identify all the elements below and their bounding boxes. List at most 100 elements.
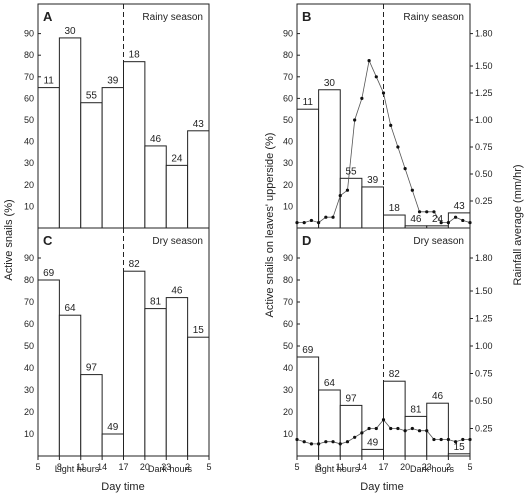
x-axis-title-left: Day time <box>101 481 144 493</box>
panel-b-rainfall-point <box>432 210 436 214</box>
panel-d-rainfall-point <box>374 426 378 431</box>
panel-d-x-tick-label: 8 <box>316 462 321 472</box>
panel-d-rainfall-point <box>367 426 371 431</box>
left-y-axis-title: Active snails (%) <box>3 199 15 280</box>
panel-b-y-tick-label: 60 <box>283 93 293 103</box>
panel-a-y-tick-label: 10 <box>24 201 34 211</box>
panel-a-bar <box>165 164 189 229</box>
panel-d-rainfall-point <box>317 442 321 446</box>
panel-a-bar-label: 46 <box>150 134 162 145</box>
panel-d-bar-label: 15 <box>454 442 466 453</box>
panel-c-bar <box>123 270 146 457</box>
panel-b-rainfall-point <box>417 210 422 214</box>
panel-b-rainfall-point <box>381 91 386 95</box>
panel-c-letter: C <box>43 233 53 248</box>
panel-c-x-tick-label: 20 <box>140 462 150 472</box>
panel-d-x-tick-label: 5 <box>467 462 472 472</box>
panel-d-season-label: Dry season <box>413 236 464 247</box>
panel-b-bar-label: 55 <box>346 166 358 177</box>
panel-c-bar-label: 97 <box>86 363 98 374</box>
panel-b-bar-label: 30 <box>324 78 336 89</box>
panel-b-rainfall-point <box>360 96 364 100</box>
panel-d-y-tick-label: 10 <box>283 429 293 439</box>
panel-d-rainfall-point <box>324 440 328 444</box>
panel-d-rainfall-point <box>353 435 357 439</box>
panel-c-x-tick-label: 8 <box>57 462 62 472</box>
panel-d-rainfall-point <box>360 431 364 435</box>
panel-b-bar-label: 24 <box>432 214 444 225</box>
panel-b-y-tick-label: 70 <box>283 72 293 82</box>
panel-b-bar-label: 11 <box>303 97 314 108</box>
dark-hours-label-left: Dark hours <box>148 464 193 474</box>
panel-c-bar-label: 64 <box>65 303 77 314</box>
panel-a-bar <box>37 87 60 229</box>
panel-c-bar-label: 81 <box>150 297 162 308</box>
panel-d-rainfall-point <box>381 418 386 422</box>
panel-d-y-tick-label: 30 <box>283 385 293 395</box>
panel-d-rainfall-point <box>396 426 400 431</box>
panel-d-rainfall-point <box>410 426 414 431</box>
panel-d-rainfall-point <box>309 442 314 446</box>
panel-d-rain-tick-label: 0.50 <box>475 396 493 406</box>
panel-d-rainfall-point <box>302 440 306 444</box>
panel-b-y-tick-label: 80 <box>283 50 293 60</box>
dark-hours-label-right: Dark hours <box>410 464 455 474</box>
panel-d-bar <box>361 448 384 457</box>
panel-b-bar <box>383 214 406 229</box>
panel-b-bar <box>361 186 384 229</box>
panel-a-bar-label: 55 <box>86 91 98 102</box>
panel-d-x-tick-label: 20 <box>400 462 410 472</box>
panel-d-rainfall-point <box>453 440 458 444</box>
panel-d-rainfall-point <box>295 437 299 442</box>
panel-d-x-tick-label: 5 <box>294 462 299 472</box>
panel-c-bar-label: 46 <box>171 286 183 297</box>
panel-d-bar-label: 49 <box>367 437 379 448</box>
panel-d-bar <box>339 404 363 457</box>
panel-a-bar <box>101 87 124 229</box>
panel-b-rainfall-point <box>331 215 335 219</box>
panel-a-bar <box>144 145 167 229</box>
panel-b-bar <box>339 177 363 229</box>
panel-a-y-tick-label: 20 <box>24 180 34 190</box>
panel-c-x-tick-label: 23 <box>161 462 171 472</box>
panel-d-bar-label: 46 <box>432 391 444 402</box>
panel-a-bar <box>58 37 82 229</box>
panel-a-bar-label: 18 <box>129 50 141 61</box>
panel-c-y-tick-label: 30 <box>24 385 34 395</box>
panel-b-rainfall-point <box>324 215 328 219</box>
panel-d-y-tick-label: 90 <box>283 253 293 263</box>
panel-a-y-tick-label: 70 <box>24 72 34 82</box>
panel-c-y-tick-label: 90 <box>24 253 34 263</box>
panel-d-rainfall-point <box>425 429 429 433</box>
panel-b-rain-tick-label: 0.25 <box>475 196 493 206</box>
panel-c-bar <box>144 308 167 457</box>
panel-c-y-tick-label: 40 <box>24 363 34 373</box>
panel-d-x-tick-label: 23 <box>422 462 432 472</box>
panel-d-rain-tick-label: 1.00 <box>475 341 493 351</box>
panel-a-bar <box>187 130 210 229</box>
panel-d-bar <box>383 380 406 457</box>
right-y-axis-title: Active snails on leaves' upperside (%) <box>264 133 276 318</box>
panel-b-bar-label: 39 <box>367 175 379 186</box>
light-hours-label-right: Light hours <box>315 464 360 474</box>
panel-c-y-tick-label: 80 <box>24 275 34 285</box>
panel-b-bar <box>318 89 341 229</box>
panel-d-rainfall-point <box>446 437 450 442</box>
panel-a-bar-label: 39 <box>107 76 119 87</box>
panel-d-y-tick-label: 50 <box>283 341 293 351</box>
panel-d-letter: D <box>302 233 311 248</box>
panel-c-x-tick-label: 2 <box>185 462 190 472</box>
panel-b-rainfall-point <box>353 118 357 122</box>
panel-a-bar <box>123 61 146 229</box>
panel-b-rainfall-point <box>403 167 407 171</box>
panel-d-bar <box>447 453 471 457</box>
panel-b-rainfall-point <box>317 221 321 225</box>
bar-layer <box>37 37 471 457</box>
panel-c-bar <box>165 297 189 457</box>
panel-d-rainfall-point <box>389 426 393 431</box>
panel-a-y-tick-label: 60 <box>24 93 34 103</box>
panel-c-bar-label: 49 <box>107 422 119 433</box>
panel-c-x-tick-label: 17 <box>118 462 128 472</box>
panel-d-y-tick-label: 60 <box>283 319 293 329</box>
panel-b-rain-tick-label: 0.50 <box>475 169 493 179</box>
